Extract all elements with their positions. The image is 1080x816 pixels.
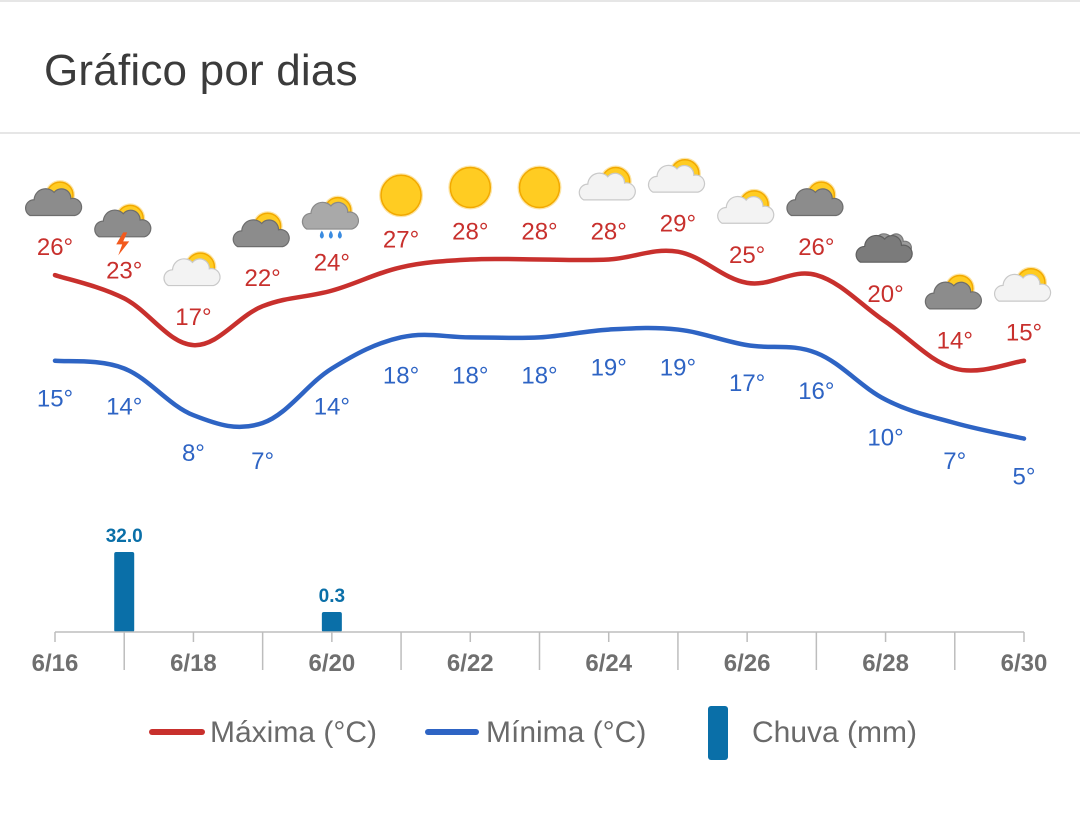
sunny-icon xyxy=(448,165,493,210)
rain-value-label: 32.0 xyxy=(106,526,143,547)
max-temp-label: 28° xyxy=(452,219,488,246)
min-temp-label: 5° xyxy=(1013,464,1036,491)
max-temp-label: 28° xyxy=(591,219,627,246)
min-temp-label: 18° xyxy=(452,362,488,389)
min-temp-label: 17° xyxy=(729,370,765,397)
partly-cloudy-dark-icon xyxy=(24,180,83,217)
x-tick-label: 6/20 xyxy=(308,650,355,677)
page-title: Gráfico por dias xyxy=(44,46,358,95)
partly-cloudy-icon xyxy=(163,251,221,287)
legend-min-label: Mínima (°C) xyxy=(486,716,646,749)
x-tick-label: 6/30 xyxy=(1001,650,1048,677)
sunny-icon xyxy=(517,165,562,210)
max-temp-label: 17° xyxy=(175,304,211,331)
min-temp-label: 14° xyxy=(106,394,142,421)
max-temp-label: 25° xyxy=(729,242,765,269)
max-temp-label: 26° xyxy=(37,234,73,261)
max-temp-label: 23° xyxy=(106,257,142,284)
max-temp-label: 29° xyxy=(660,211,696,238)
max-temperature-line xyxy=(52,248,1027,373)
rain-value-label: 0.3 xyxy=(319,586,345,607)
min-temp-label: 14° xyxy=(314,394,350,421)
max-temp-label: 20° xyxy=(867,281,903,308)
storm-lightning-icon xyxy=(94,203,152,256)
x-tick-label: 6/26 xyxy=(724,650,771,677)
min-temp-label: 19° xyxy=(591,355,627,382)
min-temp-label: 19° xyxy=(660,355,696,382)
rain-icon xyxy=(301,195,360,239)
legend-rain-label: Chuva (mm) xyxy=(752,716,917,749)
max-temp-label: 24° xyxy=(314,250,350,277)
max-temp-label: 26° xyxy=(798,234,834,261)
x-tick-label: 6/22 xyxy=(447,650,494,677)
rain-bar xyxy=(321,612,342,632)
min-temp-label: 7° xyxy=(943,448,966,475)
min-temp-label: 7° xyxy=(251,448,274,475)
rain-bar xyxy=(114,552,135,632)
partly-cloudy-icon xyxy=(717,188,775,224)
chart-header: Gráfico por dias xyxy=(0,0,1080,134)
min-temp-label: 18° xyxy=(521,362,557,389)
min-temp-label: 8° xyxy=(182,440,205,467)
max-temp-label: 22° xyxy=(244,265,280,292)
partly-cloudy-dark-icon xyxy=(924,273,982,310)
x-tick-label: 6/28 xyxy=(862,650,909,677)
sunny-icon xyxy=(379,173,424,218)
min-temperature-line xyxy=(52,325,1027,441)
x-tick-label: 6/16 xyxy=(32,650,79,677)
max-temp-label: 27° xyxy=(383,226,419,253)
partly-cloudy-icon xyxy=(993,266,1052,302)
min-temp-label: 16° xyxy=(798,378,834,405)
x-tick-label: 6/18 xyxy=(170,650,217,677)
min-temp-label: 18° xyxy=(383,362,419,389)
legend-rain-swatch xyxy=(708,706,728,760)
legend-max-label: Máxima (°C) xyxy=(210,716,377,749)
x-tick-label: 6/24 xyxy=(585,650,632,677)
min-temp-label: 10° xyxy=(867,425,903,452)
partly-cloudy-icon xyxy=(647,157,706,193)
max-temp-label: 14° xyxy=(937,328,973,355)
max-temp-label: 28° xyxy=(521,219,557,246)
cloudy-dark-icon xyxy=(855,233,913,263)
partly-cloudy-dark-icon xyxy=(786,180,844,217)
min-temp-label: 15° xyxy=(37,386,73,413)
max-temp-label: 15° xyxy=(1006,320,1042,347)
partly-cloudy-icon xyxy=(578,165,636,201)
partly-cloudy-dark-icon xyxy=(232,211,290,248)
